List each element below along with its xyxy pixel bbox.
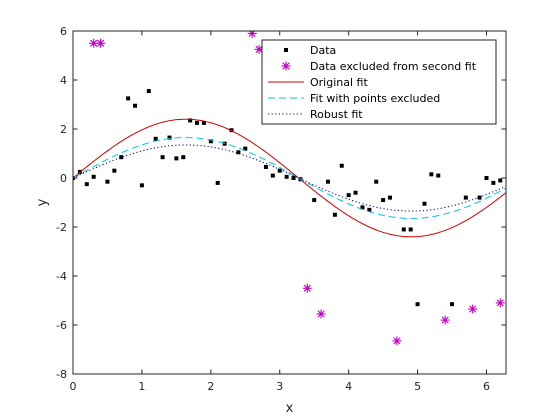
- x-tick-label: 0: [70, 380, 77, 393]
- x-tick-label: 6: [483, 380, 490, 393]
- legend-label: Robust fit: [310, 108, 363, 121]
- fit-curve-4: [73, 144, 506, 212]
- legend-swatch-dot: [284, 48, 288, 52]
- excluded-point: [247, 31, 257, 38]
- data-point: [112, 168, 117, 173]
- x-tick-label: 2: [207, 380, 214, 393]
- y-tick-label: 4: [60, 74, 67, 87]
- data-point: [284, 174, 289, 179]
- legend-entry: Data: [284, 44, 336, 57]
- data-point: [429, 172, 434, 177]
- data-point: [374, 179, 379, 184]
- data-point: [277, 168, 282, 173]
- data-point: [215, 180, 220, 185]
- excluded-point: [468, 304, 478, 314]
- data-point: [436, 173, 441, 178]
- legend-label: Data: [310, 44, 336, 57]
- data-point: [119, 155, 124, 160]
- excluded-point: [440, 315, 450, 325]
- data-point: [491, 180, 496, 185]
- data-point: [339, 163, 344, 168]
- y-tick-label: 6: [60, 25, 67, 38]
- data-point: [360, 205, 365, 210]
- data-point: [408, 227, 413, 232]
- data-point: [463, 195, 468, 200]
- data-point: [188, 118, 193, 123]
- data-point: [401, 227, 406, 232]
- excluded-point: [96, 38, 106, 48]
- legend-label: Original fit: [310, 76, 368, 89]
- legend-entry: Robust fit: [268, 108, 363, 121]
- data-point: [201, 120, 206, 125]
- data-point: [484, 176, 489, 180]
- legend-label: Data excluded from second fit: [310, 60, 477, 73]
- data-point: [208, 139, 213, 144]
- legend-entry: Fit with points excluded: [268, 92, 440, 105]
- x-tick-label: 3: [276, 380, 283, 393]
- data-point: [346, 193, 351, 198]
- data-point: [174, 156, 179, 161]
- data-point: [312, 198, 317, 203]
- data-point: [422, 201, 427, 206]
- legend-label: Fit with points excluded: [310, 92, 440, 105]
- fit-curve-3: [73, 137, 506, 219]
- data-point: [133, 103, 138, 108]
- plot-marks: [73, 31, 506, 346]
- x-tick-label: 4: [345, 380, 352, 393]
- data-point: [84, 182, 89, 187]
- legend-entry: Data excluded from second fit: [281, 60, 477, 73]
- data-point: [160, 155, 165, 160]
- data-point: [195, 120, 200, 125]
- data-point: [91, 174, 96, 179]
- excluded-point: [302, 283, 312, 293]
- excluded-point: [495, 298, 505, 308]
- y-tick-label: 0: [60, 172, 67, 185]
- data-point: [450, 302, 455, 307]
- y-tick-label: -2: [56, 221, 67, 234]
- data-point: [153, 136, 158, 141]
- data-point: [415, 302, 420, 307]
- data-point: [105, 179, 110, 184]
- y-tick-label: 2: [60, 123, 67, 136]
- data-point: [126, 96, 131, 101]
- legend-swatch-star: [281, 61, 291, 71]
- data-point: [263, 164, 268, 169]
- data-point: [353, 190, 358, 195]
- excluded-point: [392, 336, 402, 346]
- data-point: [270, 173, 275, 178]
- fit-curve-2: [73, 118, 506, 238]
- data-point: [332, 212, 337, 217]
- data-point: [381, 198, 386, 203]
- data-point: [243, 146, 248, 151]
- axes-box: [72, 30, 507, 375]
- data-point: [167, 135, 172, 140]
- y-tick-label: -4: [56, 270, 67, 283]
- data-point: [291, 176, 296, 180]
- data-point: [325, 179, 330, 184]
- data-point: [139, 183, 144, 188]
- x-tick-label: 1: [138, 380, 145, 393]
- y-axis-label: y: [35, 198, 50, 206]
- data-point: [367, 207, 372, 212]
- data-point: [146, 89, 151, 94]
- legend-entry: Original fit: [268, 76, 368, 89]
- excluded-point: [316, 309, 326, 319]
- marks-layer: [73, 31, 506, 346]
- legend: Data Data excluded from second fit Origina…: [261, 39, 497, 125]
- data-point: [498, 178, 503, 183]
- axes-layer: 0 1 2 3 4 5 6 -8 -6 -4 -2 0 2 4 6: [56, 25, 507, 393]
- y-tick-label: -6: [56, 319, 67, 332]
- data-point: [236, 150, 241, 155]
- x-axis-label: x: [286, 401, 294, 416]
- y-tick-label: -8: [56, 368, 67, 381]
- data-point: [388, 195, 393, 200]
- data-point: [181, 155, 186, 160]
- x-tick-label: 5: [414, 380, 421, 393]
